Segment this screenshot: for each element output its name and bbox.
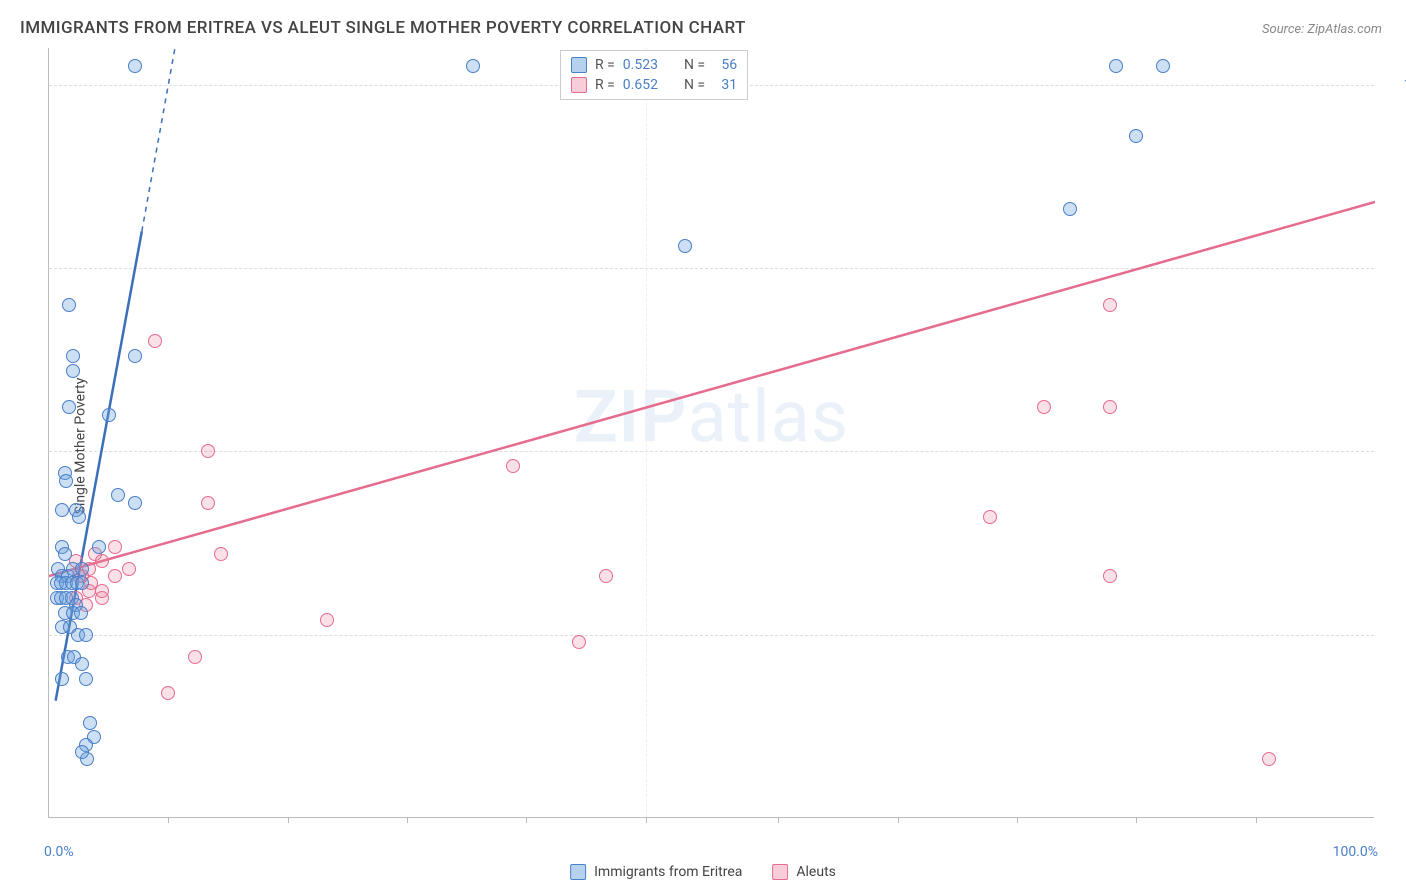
x-tick-mark <box>407 817 408 823</box>
scatter-point-blue <box>92 540 106 554</box>
scatter-point-pink <box>108 540 122 554</box>
swatch-blue-icon <box>570 864 586 880</box>
stats-row-blue: R = 0.523 N = 56 <box>571 55 737 75</box>
scatter-point-pink <box>506 459 520 473</box>
gridline <box>49 451 1374 452</box>
scatter-point-blue <box>1156 59 1170 73</box>
stat-value: 0.523 <box>623 57 658 73</box>
scatter-point-blue <box>111 488 125 502</box>
scatter-point-blue <box>75 576 89 590</box>
x-tick-mark <box>1017 817 1018 823</box>
chart-title: IMMIGRANTS FROM ERITREA VS ALEUT SINGLE … <box>20 18 746 38</box>
x-tick-label-min: 0.0% <box>44 844 74 860</box>
stat-value: 31 <box>713 77 737 93</box>
scatter-point-blue <box>79 628 93 642</box>
legend-item-blue: Immigrants from Eritrea <box>570 864 742 880</box>
y-tick-label: 100.0% <box>1389 77 1406 93</box>
scatter-point-blue <box>72 510 86 524</box>
x-tick-mark <box>1256 817 1257 823</box>
scatter-point-pink <box>983 510 997 524</box>
scatter-point-blue <box>75 562 89 576</box>
swatch-pink-icon <box>772 864 788 880</box>
stat-label: N = <box>684 57 705 73</box>
scatter-point-blue <box>1129 129 1143 143</box>
y-tick-label: 25.0% <box>1389 627 1406 643</box>
scatter-point-pink <box>1103 569 1117 583</box>
scatter-point-blue <box>59 474 73 488</box>
scatter-point-blue <box>62 400 76 414</box>
gridline <box>49 268 1374 269</box>
scatter-point-pink <box>214 547 228 561</box>
scatter-point-blue <box>1109 59 1123 73</box>
stat-label: R = <box>595 77 615 93</box>
stat-value: 0.652 <box>623 77 658 93</box>
x-tick-mark <box>778 817 779 823</box>
legend-item-pink: Aleuts <box>772 864 835 880</box>
scatter-point-pink <box>108 569 122 583</box>
scatter-point-blue <box>75 745 89 759</box>
scatter-point-pink <box>122 562 136 576</box>
stat-label: N = <box>684 77 705 93</box>
stats-legend: R = 0.523 N = 56 R = 0.652 N = 31 <box>560 50 748 100</box>
trendlines <box>49 48 1375 818</box>
x-tick-mark <box>898 817 899 823</box>
scatter-point-blue <box>66 364 80 378</box>
stats-row-pink: R = 0.652 N = 31 <box>571 75 737 95</box>
gridline <box>49 635 1374 636</box>
scatter-point-blue <box>79 672 93 686</box>
scatter-point-blue <box>128 59 142 73</box>
scatter-point-blue <box>66 349 80 363</box>
scatter-point-pink <box>1103 298 1117 312</box>
scatter-point-blue <box>75 657 89 671</box>
x-tick-mark <box>1136 817 1137 823</box>
scatter-point-blue <box>74 606 88 620</box>
scatter-point-pink <box>599 569 613 583</box>
scatter-point-blue <box>83 716 97 730</box>
source-attribution: Source: ZipAtlas.com <box>1262 22 1382 37</box>
swatch-blue-icon <box>571 57 587 73</box>
stat-value: 56 <box>713 57 737 73</box>
scatter-point-pink <box>1262 752 1276 766</box>
scatter-point-blue <box>102 408 116 422</box>
stat-label: R = <box>595 57 615 73</box>
scatter-point-pink <box>148 334 162 348</box>
scatter-point-blue <box>466 59 480 73</box>
scatter-point-blue <box>55 672 69 686</box>
scatter-point-pink <box>1037 400 1051 414</box>
legend-label: Immigrants from Eritrea <box>594 864 742 880</box>
scatter-point-blue <box>55 503 69 517</box>
x-tick-mark <box>168 817 169 823</box>
x-tick-mark <box>646 817 647 823</box>
scatter-point-blue <box>62 298 76 312</box>
scatter-point-blue <box>1063 202 1077 216</box>
watermark: ZIPatlas <box>574 375 849 460</box>
plot-area: ZIPatlas 25.0%50.0%75.0%100.0% <box>48 48 1374 818</box>
scatter-point-pink <box>95 584 109 598</box>
swatch-pink-icon <box>571 77 587 93</box>
scatter-point-pink <box>201 444 215 458</box>
x-tick-mark <box>288 817 289 823</box>
gridline <box>646 48 647 817</box>
scatter-point-pink <box>320 613 334 627</box>
scatter-point-pink <box>201 496 215 510</box>
legend-label: Aleuts <box>796 864 835 880</box>
scatter-point-blue <box>678 239 692 253</box>
scatter-point-pink <box>572 635 586 649</box>
scatter-point-pink <box>188 650 202 664</box>
y-tick-label: 75.0% <box>1389 260 1406 276</box>
x-tick-label-max: 100.0% <box>1333 844 1378 860</box>
scatter-point-blue <box>58 547 72 561</box>
scatter-point-pink <box>161 686 175 700</box>
scatter-point-pink <box>1103 400 1117 414</box>
bottom-legend: Immigrants from Eritrea Aleuts <box>570 864 836 880</box>
scatter-point-blue <box>128 349 142 363</box>
x-tick-mark <box>526 817 527 823</box>
scatter-point-blue <box>128 496 142 510</box>
y-tick-label: 50.0% <box>1389 443 1406 459</box>
